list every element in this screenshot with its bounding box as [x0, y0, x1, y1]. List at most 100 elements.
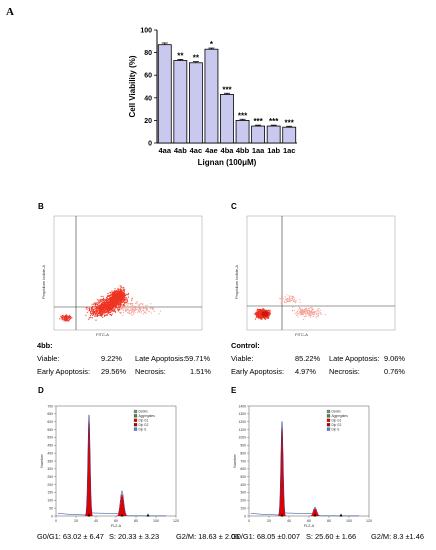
event-dot — [67, 319, 69, 321]
event-dot — [136, 303, 139, 305]
event-dot — [95, 309, 97, 311]
event-dot — [288, 295, 290, 297]
event-dot — [103, 307, 105, 309]
event-dot — [111, 313, 113, 315]
panel-label-b: B — [38, 202, 44, 211]
event-dot — [129, 309, 131, 311]
event-dot — [116, 299, 118, 301]
event-dot — [99, 303, 101, 305]
event-dot — [255, 314, 257, 316]
event-dot — [65, 318, 67, 320]
event-dot — [115, 298, 117, 300]
y-tick-label: 100 — [140, 28, 152, 35]
x-tick-label: 120 — [366, 519, 372, 523]
event-dot — [131, 297, 133, 299]
event-dot — [316, 315, 318, 317]
event-dot — [150, 307, 152, 309]
legend-swatch — [326, 423, 331, 427]
bar — [204, 48, 219, 144]
event-dot — [307, 305, 309, 307]
g2m-stat: G2/M: 8.3 ±1.46 — [371, 532, 424, 541]
event-dot — [319, 309, 321, 311]
event-dot — [260, 316, 262, 318]
x-tick-label: 0 — [248, 519, 250, 523]
event-dot — [109, 297, 111, 299]
event-dot — [292, 300, 295, 302]
event-dot — [310, 311, 312, 313]
legend-label: Dip S — [139, 427, 147, 431]
late-apoptosis-value: 9.06% — [384, 354, 405, 363]
event-dot — [99, 312, 101, 314]
event-dot — [85, 314, 87, 316]
event-dot — [61, 316, 63, 318]
event-dot — [113, 291, 115, 293]
event-dot — [124, 303, 126, 305]
y-tick-label: 300 — [47, 467, 53, 471]
event-dot — [117, 306, 119, 308]
event-dot — [141, 309, 144, 311]
event-dot — [128, 313, 130, 315]
event-dot — [119, 295, 121, 297]
plot-frame — [246, 215, 396, 331]
event-dot — [259, 309, 261, 311]
event-dot — [258, 313, 260, 315]
event-dot — [111, 307, 113, 309]
event-dot — [105, 311, 107, 313]
event-dot — [103, 311, 105, 313]
event-dot — [131, 309, 133, 311]
event-dot — [298, 306, 300, 308]
bar — [266, 125, 281, 144]
event-dot — [94, 312, 97, 314]
event-dot — [150, 312, 152, 314]
event-dot — [95, 306, 97, 308]
event-dot — [293, 309, 296, 311]
event-dot — [301, 314, 303, 316]
event-dot — [127, 296, 129, 298]
event-dot — [120, 300, 122, 302]
y-tick-label: 0 — [51, 514, 53, 518]
event-dot — [306, 310, 308, 312]
event-dot — [312, 309, 314, 311]
event-dot — [281, 299, 283, 301]
event-dot — [91, 309, 93, 311]
x-tick-label: 4ba — [221, 146, 235, 155]
significance-label: *** — [269, 117, 279, 126]
y-tick-label: 500 — [240, 475, 246, 479]
event-dot — [267, 317, 270, 319]
event-dot — [258, 315, 260, 317]
event-dot — [86, 306, 88, 308]
significance-label: ** — [177, 51, 184, 60]
event-dot — [103, 303, 105, 305]
event-dot — [90, 313, 92, 315]
scatter-plot-4bb: FITC-A Propidium Iodide-A — [41, 215, 203, 337]
event-dot — [107, 308, 109, 310]
event-dot — [288, 299, 290, 301]
event-dot — [145, 311, 147, 313]
scatter-plot-control: FITC-A Propidium Iodide-A — [234, 215, 396, 337]
event-dot — [158, 313, 160, 315]
event-dot — [132, 310, 134, 312]
event-dot — [307, 307, 309, 310]
event-dot — [310, 313, 312, 315]
event-dot — [104, 298, 106, 300]
event-dot — [69, 315, 72, 318]
event-dot — [259, 310, 261, 312]
event-dot — [114, 298, 116, 300]
event-dot — [144, 312, 146, 314]
event-dot — [317, 309, 319, 311]
event-dot — [120, 307, 122, 309]
event-dot — [118, 293, 120, 295]
y-tick-label: 1200 — [238, 420, 246, 424]
event-dot — [317, 315, 320, 317]
marker-triangle — [120, 513, 124, 517]
event-dot — [256, 315, 258, 317]
event-dot — [97, 308, 100, 310]
event-dot — [109, 302, 111, 304]
event-dot — [131, 299, 133, 301]
event-dot — [107, 299, 109, 301]
event-dot — [98, 300, 100, 302]
early-apoptosis-label: Early Apoptosis: — [231, 367, 284, 376]
event-dot — [102, 304, 104, 306]
necrosis-value: 1.51% — [190, 367, 211, 376]
event-dot — [264, 311, 266, 313]
